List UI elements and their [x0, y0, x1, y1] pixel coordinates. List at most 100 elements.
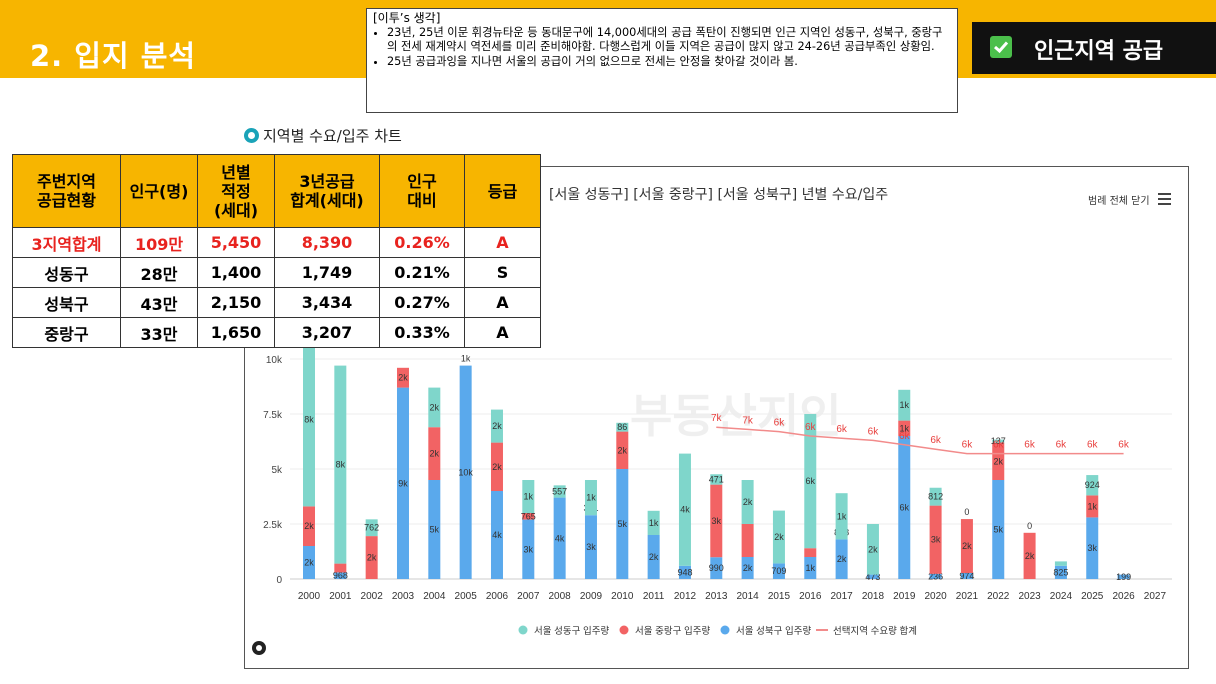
bar-segment	[741, 480, 754, 524]
bar-segment	[303, 332, 315, 507]
bar-segment	[866, 574, 879, 579]
bar-segment	[365, 519, 378, 537]
note-bullets: 23년, 25년 이문 휘경뉴타운 등 동대문구에 14,000세대의 공급 폭…	[373, 26, 951, 70]
data-label: 5k	[430, 525, 440, 535]
table-cell: S	[464, 257, 541, 288]
data-label: 473	[865, 572, 880, 582]
bar-segment	[1023, 532, 1036, 579]
bar-segment	[772, 510, 785, 564]
table-cell: 43만	[120, 287, 198, 318]
line-label: 6k	[1056, 440, 1068, 451]
data-label: 2k	[837, 554, 847, 564]
table-cell: 성동구	[12, 257, 121, 288]
table-header-row: 주변지역 공급현황 인구(명) 년별 적정 (세대) 3년공급 합계(세대) 인구 대비 …	[12, 154, 541, 228]
chart-caption: 지역별 수요/입주 차트	[244, 125, 402, 146]
data-label: 199	[1116, 572, 1131, 582]
hamburger-menu-icon[interactable]	[1158, 193, 1171, 205]
data-label: 2k	[868, 544, 878, 554]
bar-segment	[710, 474, 723, 485]
bar-segment	[741, 524, 754, 557]
bar-segment	[522, 480, 535, 513]
bar-segment	[710, 484, 723, 558]
bar-segment	[929, 573, 942, 579]
y-tick-label: 5k	[271, 465, 283, 476]
data-label: 3k	[1087, 543, 1097, 553]
data-label: 4k	[680, 505, 690, 515]
table-cell: 0.33%	[379, 317, 465, 348]
data-label: 2k	[743, 563, 753, 573]
data-label: 10k	[458, 467, 473, 477]
x-tick-label: 2001	[329, 591, 352, 602]
legend-marker	[720, 625, 730, 635]
bar-segment	[490, 491, 503, 579]
x-tick-label: 2014	[736, 591, 759, 602]
table-header-cell: 인구 대비	[379, 154, 465, 228]
bar-segment	[428, 427, 441, 480]
bar-segment	[898, 436, 911, 579]
legend-toggle-button[interactable]: 범례 전체 닫기	[1088, 196, 1150, 207]
table-cell: 2,150	[197, 287, 275, 318]
bar-segment	[616, 469, 629, 579]
data-label: 2k	[304, 521, 314, 531]
bar-segment	[334, 572, 347, 579]
y-tick-label: 0	[276, 575, 282, 586]
bar-segment	[553, 497, 566, 579]
note-bullet: 23년, 25년 이문 휘경뉴타운 등 동대문구에 14,000세대의 공급 폭…	[387, 26, 951, 55]
data-label: 6k	[900, 503, 910, 513]
bar-segment	[584, 480, 597, 516]
x-tick-label: 2018	[862, 591, 885, 602]
line-label: 6k	[774, 418, 786, 429]
x-tick-label: 2000	[298, 591, 321, 602]
data-label: 709	[771, 566, 786, 576]
data-label: 948	[677, 567, 692, 577]
data-label: 557	[552, 486, 567, 496]
data-label: 2k	[430, 449, 440, 459]
data-label: 0	[964, 507, 969, 517]
note-bullet: 25년 공급과잉을 지나면 서울의 공급이 거의 없으므로 전세는 안정을 찾아…	[387, 55, 951, 70]
table-cell: 33만	[120, 317, 198, 348]
legend-label: 서울 성동구 입주량	[534, 625, 609, 637]
table-header-cell: 년별 적정 (세대)	[197, 154, 275, 228]
demand-line	[716, 426, 1124, 455]
data-label: 1k	[649, 518, 659, 528]
table-cell: 1,400	[197, 257, 275, 288]
table-cell: 성북구	[12, 287, 121, 318]
legend-label: 서울 중랑구 입주량	[635, 625, 710, 637]
x-tick-label: 2003	[392, 591, 415, 602]
data-label: 812	[928, 492, 943, 502]
x-tick-label: 2005	[455, 591, 478, 602]
x-tick-label: 2026	[1112, 591, 1135, 602]
chart-caption-text: 지역별 수요/입주 차트	[263, 127, 402, 145]
bar-segment	[929, 487, 942, 506]
data-label: 765	[521, 511, 536, 521]
x-tick-label: 2025	[1081, 591, 1104, 602]
data-label: 2k	[962, 541, 972, 551]
bar-segment	[490, 442, 503, 491]
line-label: 6k	[1024, 440, 1036, 451]
data-label: 2k	[492, 421, 502, 431]
bar-segment	[459, 365, 472, 579]
table-header-cell: 3년공급 합계(세대)	[274, 154, 380, 228]
data-label: 1k	[900, 423, 910, 433]
bar-segment	[960, 572, 973, 579]
x-tick-label: 2021	[956, 591, 979, 602]
bar-segment	[804, 548, 817, 557]
data-label: 2k	[994, 456, 1004, 466]
x-tick-label: 2017	[830, 591, 853, 602]
data-label: 2k	[304, 558, 314, 568]
bar-segment	[584, 515, 597, 579]
x-tick-label: 2024	[1050, 591, 1073, 602]
data-label: 1k	[461, 354, 471, 364]
data-label: 8k	[304, 415, 314, 425]
bar-segment	[960, 519, 973, 573]
bar-segment	[522, 513, 535, 520]
table-cell: 3,207	[274, 317, 380, 348]
table-cell: 28만	[120, 257, 198, 288]
x-tick-label: 2020	[924, 591, 947, 602]
bar-segment	[1117, 574, 1130, 579]
data-label: 3k	[712, 516, 722, 526]
app-logo-icon	[244, 128, 259, 143]
line-label: 6k	[1087, 440, 1099, 451]
data-label: 990	[709, 563, 724, 573]
